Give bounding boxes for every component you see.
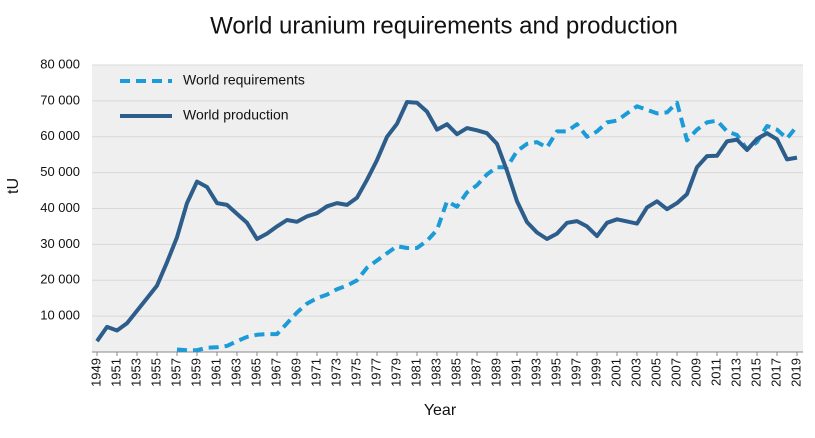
x-tick-label: 1977 (368, 358, 383, 387)
y-tick-label: 60 000 (40, 128, 80, 143)
x-tick-label: 1969 (288, 358, 303, 387)
x-tick-label: 2001 (608, 358, 623, 387)
x-tick-label: 1997 (568, 358, 583, 387)
x-tick-label: 2017 (768, 358, 783, 387)
x-tick-label: 2015 (748, 358, 763, 387)
x-tick-label: 1981 (408, 358, 423, 387)
legend-text: World requirements (183, 72, 305, 88)
x-tick-label: 2011 (708, 358, 723, 386)
x-tick-label: 2005 (648, 358, 663, 387)
x-tick-label: 1963 (228, 358, 243, 387)
y-tick-label: 40 000 (40, 200, 80, 215)
x-tick-label: 1955 (148, 358, 163, 387)
x-tick-label: 1989 (488, 358, 503, 387)
chart-title: World uranium requirements and productio… (210, 12, 678, 39)
x-tick-label: 1993 (528, 358, 543, 387)
y-tick-label: 50 000 (40, 164, 80, 179)
x-tick-label: 2003 (628, 358, 643, 387)
x-tick-label: 1949 (88, 358, 103, 387)
x-tick-label: 2019 (788, 358, 803, 387)
x-tick-label: 1973 (328, 358, 343, 387)
x-tick-label: 1987 (468, 358, 483, 387)
y-axis-title: tU (5, 178, 22, 194)
x-tick-label: 2007 (668, 358, 683, 387)
x-tick-label: 1967 (268, 358, 283, 387)
x-tick-label: 1953 (128, 358, 143, 387)
y-tick-label: 30 000 (40, 236, 80, 251)
x-tick-label: 1979 (388, 358, 403, 387)
x-tick-label: 1975 (348, 358, 363, 387)
y-tick-label: 70 000 (40, 92, 80, 107)
series-line (95, 100, 798, 343)
x-tick-label: 1965 (248, 358, 263, 387)
x-tick-label: 1985 (448, 358, 463, 387)
x-tick-label: 2009 (688, 358, 703, 387)
series-line (176, 100, 799, 353)
x-tick-label: 2013 (728, 358, 743, 387)
legend-text: World production (183, 107, 289, 123)
x-tick-label: 1957 (168, 358, 183, 387)
x-tick-label: 1951 (108, 358, 123, 387)
x-tick-label: 1991 (508, 358, 523, 387)
x-tick-label: 1995 (548, 358, 563, 387)
x-tick-label: 1983 (428, 358, 443, 387)
y-tick-label: 20 000 (40, 272, 80, 287)
y-tick-label: 80 000 (40, 56, 80, 71)
y-tick-label: 10 000 (40, 308, 80, 323)
x-axis-title: Year (424, 402, 457, 419)
x-tick-label: 1971 (308, 358, 323, 387)
x-tick-label: 1961 (208, 358, 223, 387)
x-tick-label: 1999 (588, 358, 603, 387)
x-tick-label: 1959 (188, 358, 203, 387)
